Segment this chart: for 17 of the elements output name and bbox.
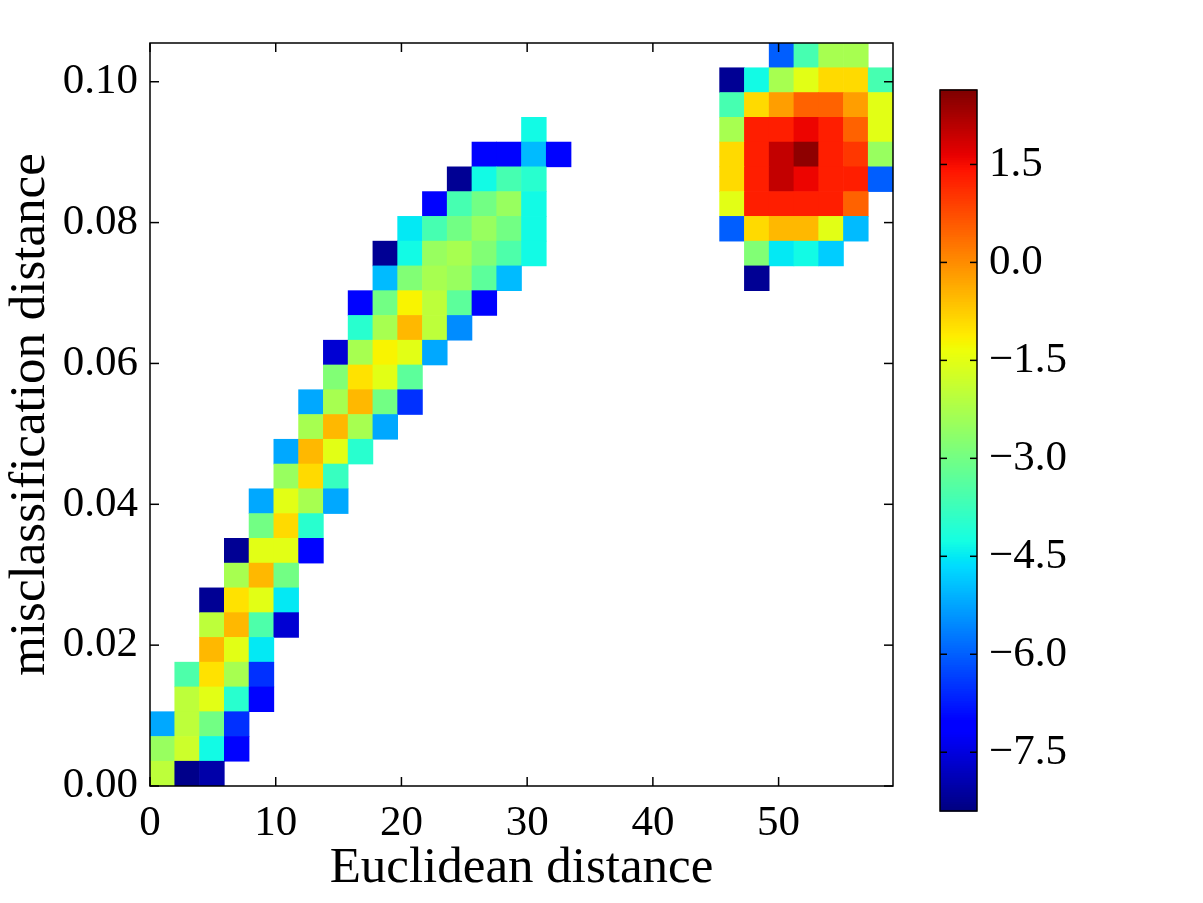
y-tick-label: 0.06 [62, 336, 138, 384]
x-tick-label: 0 [139, 797, 161, 845]
x-tick-label: 10 [254, 797, 298, 845]
y-tick-label: 0.10 [62, 55, 138, 103]
color-bar-label: −4.5 [989, 529, 1068, 577]
color-bar-label: −7.5 [989, 725, 1068, 773]
y-tick-label: 0.02 [62, 618, 138, 666]
color-bar-label: −3.0 [989, 431, 1068, 479]
color-bar-label: 0.0 [989, 235, 1043, 283]
color-bar-label: −1.5 [989, 333, 1068, 381]
color-bar-label: 1.5 [989, 137, 1043, 185]
y-axis-title: misclassification distance [0, 153, 55, 676]
color-bar-label: −6.0 [989, 627, 1068, 675]
y-tick-label: 0.08 [62, 195, 138, 243]
y-tick-label: 0.04 [62, 477, 138, 525]
x-tick-label: 50 [757, 797, 801, 845]
y-tick-label: 0.00 [62, 759, 138, 807]
